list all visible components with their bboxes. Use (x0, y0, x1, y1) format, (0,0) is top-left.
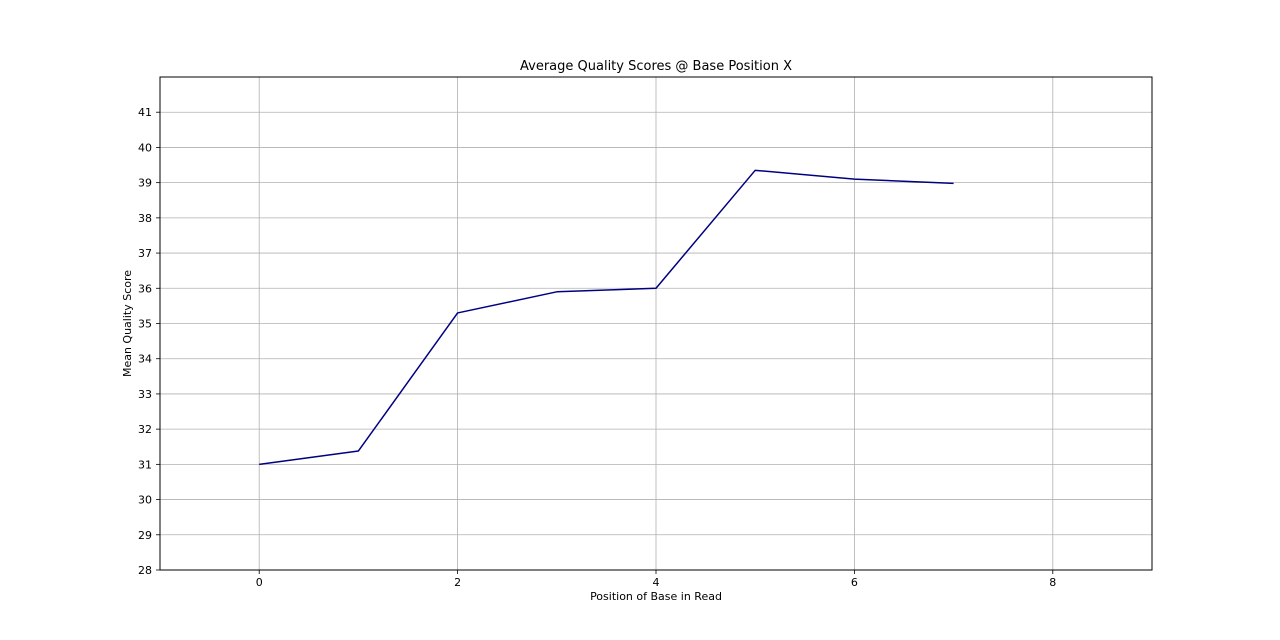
y-tick-label: 34 (138, 353, 152, 366)
series-layer (259, 169, 954, 466)
y-tick-label: 32 (138, 423, 152, 436)
y-tick-label: 36 (138, 282, 152, 295)
x-ticks: 0 2 4 6 8 (256, 570, 1056, 589)
x-tick-label: 8 (1049, 576, 1056, 589)
x-axis-label: Position of Base in Read (590, 590, 722, 603)
y-tick-label: 41 (138, 106, 152, 119)
series-line (259, 169, 954, 466)
x-tick-label: 6 (851, 576, 858, 589)
y-ticks: 28 29 30 31 32 33 34 35 36 37 38 39 40 41 (138, 106, 160, 577)
y-tick-label: 31 (138, 458, 152, 471)
x-tick-label: 2 (454, 576, 461, 589)
y-tick-label: 40 (138, 141, 152, 154)
y-tick-label: 35 (138, 318, 152, 331)
x-tick-label: 0 (256, 576, 263, 589)
y-tick-label: 33 (138, 388, 152, 401)
y-tick-label: 28 (138, 564, 152, 577)
y-tick-label: 38 (138, 212, 152, 225)
y-axis-label: Mean Quality Score (121, 270, 134, 377)
y-tick-label: 29 (138, 529, 152, 542)
y-tick-label: 37 (138, 247, 152, 260)
chart-title: Average Quality Scores @ Base Position X (520, 59, 792, 74)
x-tick-label: 4 (653, 576, 660, 589)
y-tick-label: 39 (138, 177, 152, 190)
y-tick-label: 30 (138, 494, 152, 507)
